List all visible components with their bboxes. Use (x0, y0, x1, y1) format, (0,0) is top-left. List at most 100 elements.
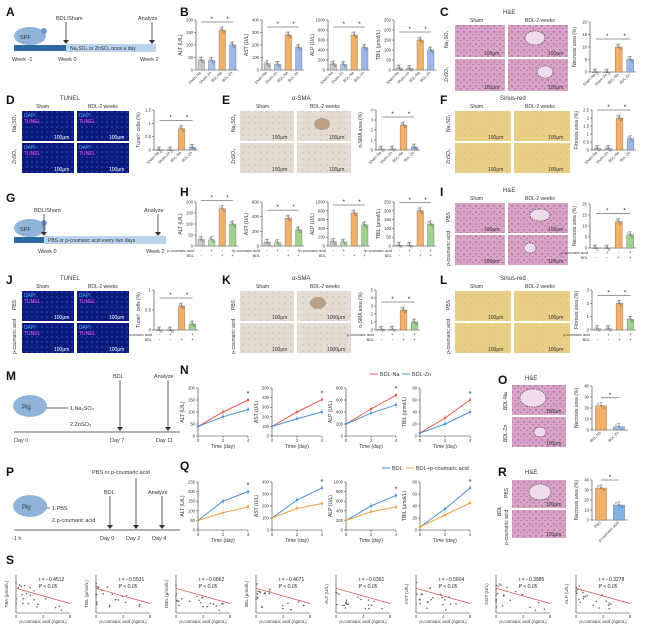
data-point (222, 603, 224, 605)
data-point (177, 600, 180, 603)
bar (416, 39, 424, 71)
bar (427, 223, 435, 247)
data-point (256, 593, 259, 595)
scale-bar-label: 100μm (488, 315, 503, 321)
y-tick-label: 2 (587, 116, 590, 121)
data-point (191, 322, 194, 326)
data-point (596, 147, 599, 150)
bar (399, 124, 408, 151)
micrograph (297, 323, 351, 353)
sig-star: * (624, 290, 627, 296)
legend-n: BDL-Na BDL-Zn (370, 372, 431, 378)
data-point (58, 605, 61, 608)
data-point (212, 240, 215, 243)
scatter-tbil: 0 4 8 TBIL (μmol/L) p-coumaric acid (ng/mL) r… (84, 575, 152, 624)
data-point (596, 72, 599, 76)
sig-star: * (321, 391, 324, 398)
x-axis-label: p-coumaric acid (ng/mL) (339, 619, 387, 624)
data-point (362, 44, 365, 47)
x-tick-label: 0 (345, 438, 348, 443)
chart-q-tbil: 0 20 40 60 80 TBIL (μmol/L) 0 2 4 Time (day) * (402, 479, 472, 544)
sign: + (342, 248, 345, 253)
data-point (393, 330, 396, 333)
y-axis-label: TBA (μmol/L) (4, 580, 9, 607)
y-axis-label: ALP (U/L) (564, 583, 569, 604)
y-tick-label: 400 (262, 480, 270, 485)
micrograph (22, 143, 74, 173)
y-tick-label: 300 (252, 30, 260, 35)
data-point (432, 596, 434, 599)
y-tick-label: 100 (186, 222, 194, 227)
bar (166, 329, 175, 331)
sign-row-label: BDL (145, 338, 152, 342)
data-point (380, 147, 383, 151)
stain-title: Sirius-red (500, 276, 526, 282)
row-zn-label: ZnSO₄ (444, 67, 450, 82)
sign: + (231, 248, 234, 253)
data-point (629, 318, 632, 321)
y-tick-label: 40 (412, 410, 417, 415)
scale-bar-label: 100μm (109, 347, 124, 353)
data-point (420, 593, 422, 596)
y-tick-label: 0 (323, 68, 326, 73)
data-point (22, 597, 25, 600)
sig-star: * (321, 479, 324, 486)
data-point (596, 327, 599, 330)
dapi-label: DAPI (24, 293, 36, 299)
sig-star: * (292, 205, 295, 211)
micrograph (512, 510, 566, 538)
data-point (167, 326, 170, 330)
y-tick-label: 250 (188, 480, 196, 485)
data-point (431, 224, 434, 228)
x-tick-label: 8 (469, 614, 472, 619)
y-tick-label: 5 (371, 288, 374, 293)
data-point (288, 219, 291, 222)
sign: + (402, 337, 405, 342)
regression-line (495, 587, 551, 604)
sig-star: * (343, 22, 346, 28)
arrowhead-icon (117, 427, 123, 431)
data-point (631, 139, 634, 142)
x-tick-label: 4 (602, 614, 605, 619)
sign: - (608, 337, 610, 342)
data-point (615, 43, 619, 47)
data-point (54, 606, 57, 609)
y-tick-label: 100 (188, 410, 196, 415)
data-point (222, 209, 225, 212)
x-tick-label: 8 (69, 614, 72, 619)
data-point (597, 402, 600, 405)
row-pca-label: p-coumaric acid (231, 318, 237, 354)
arrowhead-icon (155, 232, 161, 236)
data-point (175, 584, 177, 586)
data-point (206, 605, 208, 608)
y-axis-label: AST (U/L) (254, 401, 260, 423)
col-sham-label: Sham (256, 284, 269, 290)
p-value: P < 0.05 (39, 584, 58, 590)
data-point (599, 486, 603, 490)
chart-n-tbil: 0 20 40 60 80 TBIL (μmol/L) 0 2 4 Time (day) * (402, 386, 472, 451)
event1-label: BDL (104, 490, 115, 496)
sign: + (191, 337, 194, 342)
data-point (620, 118, 623, 122)
y-tick-label: 800 (336, 489, 344, 494)
data-point (391, 147, 394, 151)
sig-star: * (395, 386, 398, 393)
data-point (344, 607, 347, 609)
sign: + (429, 253, 432, 258)
data-point (521, 593, 524, 596)
data-point (281, 604, 284, 607)
x-axis-label: Time (day) (211, 444, 235, 450)
row-zn-label: ZnSO₄ (12, 149, 18, 164)
sig-star: * (609, 393, 612, 399)
micrograph (297, 143, 351, 173)
data-point (338, 593, 340, 595)
sign: - (201, 253, 203, 258)
y-tick-label: 400 (252, 214, 260, 219)
data-point (342, 63, 345, 66)
scale-bar-label: 100μm (484, 51, 499, 57)
data-point (630, 60, 634, 63)
data-point (333, 64, 336, 68)
data-point (415, 581, 418, 584)
sign: + (180, 337, 183, 342)
data-point (255, 598, 257, 600)
